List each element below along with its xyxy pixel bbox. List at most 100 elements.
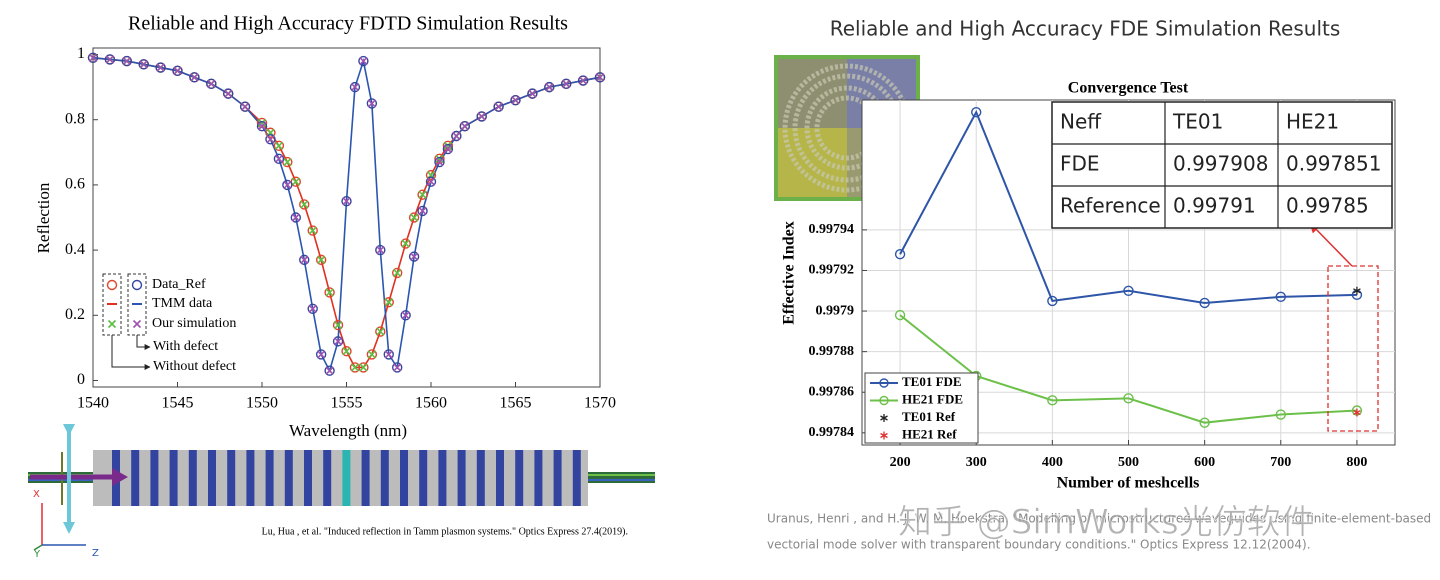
marker: [451, 130, 462, 142]
legend: With defect Without defect Data_Ref TMM dat…: [102, 273, 236, 374]
marker: [274, 154, 283, 163]
marker: [300, 255, 309, 264]
marker: [308, 226, 317, 235]
layer: [323, 450, 332, 506]
marker: [350, 83, 360, 92]
marker: [333, 337, 343, 346]
marker: [452, 131, 461, 141]
marker: [401, 239, 410, 248]
marker: [266, 135, 275, 144]
marker: [341, 345, 352, 357]
marker: [375, 244, 386, 256]
marker: [392, 267, 403, 279]
marker: [384, 350, 393, 359]
marker: [300, 200, 309, 209]
marker: [332, 336, 344, 347]
marker: [138, 59, 149, 70]
marker: [256, 121, 268, 132]
table-cell: HE21: [1286, 110, 1339, 134]
citation: Lu, Hua , et al. "Induced reflection in …: [262, 526, 628, 537]
x-tick-label: 1565: [500, 395, 532, 412]
marker: [283, 180, 292, 189]
table-cell: FDE: [1060, 152, 1100, 176]
marker: [290, 212, 301, 223]
y-tick-label: 0.99794: [809, 222, 855, 237]
x-axis-label: Number of meshcells: [1057, 475, 1200, 492]
legend: TE01 FDE HE21 FDE TE01 Ref HE21 Ref: [864, 372, 979, 444]
marker: [207, 79, 216, 88]
marker: [477, 112, 486, 121]
marker: [190, 73, 199, 82]
x-tick-label: 300: [966, 455, 987, 470]
marker: [400, 238, 411, 249]
marker: [442, 143, 454, 155]
layer: [284, 450, 293, 506]
layer: [515, 450, 524, 506]
table-cell: Reference: [1060, 194, 1161, 218]
watermark: 知乎 @SimWorks光仿软件: [898, 503, 1315, 543]
x-tick-label: 400: [1042, 455, 1063, 470]
multilayer-stack: [93, 450, 588, 506]
y-tick-label: 0.8: [65, 110, 85, 127]
marker: [366, 349, 378, 360]
marker: [434, 153, 445, 165]
axis-name: X: [33, 489, 40, 500]
marker: [476, 111, 487, 122]
plot-area: [92, 47, 601, 388]
marker: [273, 153, 285, 165]
marker: [894, 249, 906, 260]
marker: [434, 156, 445, 168]
chart-subtitle: Convergence Test: [1068, 80, 1189, 97]
marker: [342, 347, 351, 356]
marker: [1353, 286, 1361, 295]
x-tick-label: 1570: [584, 395, 616, 412]
reference-line: Uranus, Henri , and H. J. W. M. Hoekstra…: [767, 512, 1431, 526]
reference-line: vectorial mode solver with transparent b…: [767, 538, 1311, 552]
marker: [359, 56, 368, 66]
table-cell: 0.997851: [1286, 152, 1381, 176]
marker: [594, 72, 606, 83]
marker: [410, 252, 419, 261]
marker: [282, 179, 293, 191]
legend-marker: [879, 395, 889, 406]
layer: [534, 450, 543, 506]
y-tick-label: 0.99792: [809, 263, 855, 278]
marker: [1199, 297, 1210, 309]
y-axis-label: Reflection: [34, 182, 53, 253]
x-tick-label: 500: [1118, 455, 1139, 470]
layer: [131, 450, 140, 506]
marker: [122, 56, 131, 66]
axis-y: [33, 544, 43, 551]
marker: [579, 76, 588, 85]
marker: [544, 81, 555, 93]
chart-title: Reliable and High Accuracy FDE Simulatio…: [830, 17, 1341, 41]
legend-marker: [880, 414, 888, 422]
marker: [256, 117, 268, 129]
marker: [274, 141, 283, 150]
layer: [265, 450, 274, 506]
x-tick-label: 200: [890, 455, 911, 470]
marker: [291, 177, 300, 186]
layer: [572, 450, 581, 506]
marker: [510, 94, 521, 106]
marker: [418, 206, 427, 216]
legend-label: With defect: [153, 339, 218, 354]
marker: [324, 287, 335, 298]
y-tick-label: 0.6: [65, 176, 85, 193]
marker: [561, 78, 572, 90]
marker: [400, 310, 411, 321]
highlight-arrow: [1309, 222, 1353, 267]
marker: [417, 189, 428, 200]
legend-frame: [864, 372, 979, 444]
legend-label: TE01 Ref: [902, 409, 956, 424]
layer: [496, 450, 504, 506]
marker: [1123, 285, 1134, 296]
marker: [408, 251, 420, 262]
output-waveguide: [588, 472, 655, 483]
propagation-arrowhead: [112, 468, 128, 486]
marker: [1275, 409, 1286, 420]
marker: [595, 73, 605, 82]
x-tick-label: 800: [1346, 455, 1367, 470]
marker: [443, 141, 452, 150]
marker: [562, 79, 571, 88]
